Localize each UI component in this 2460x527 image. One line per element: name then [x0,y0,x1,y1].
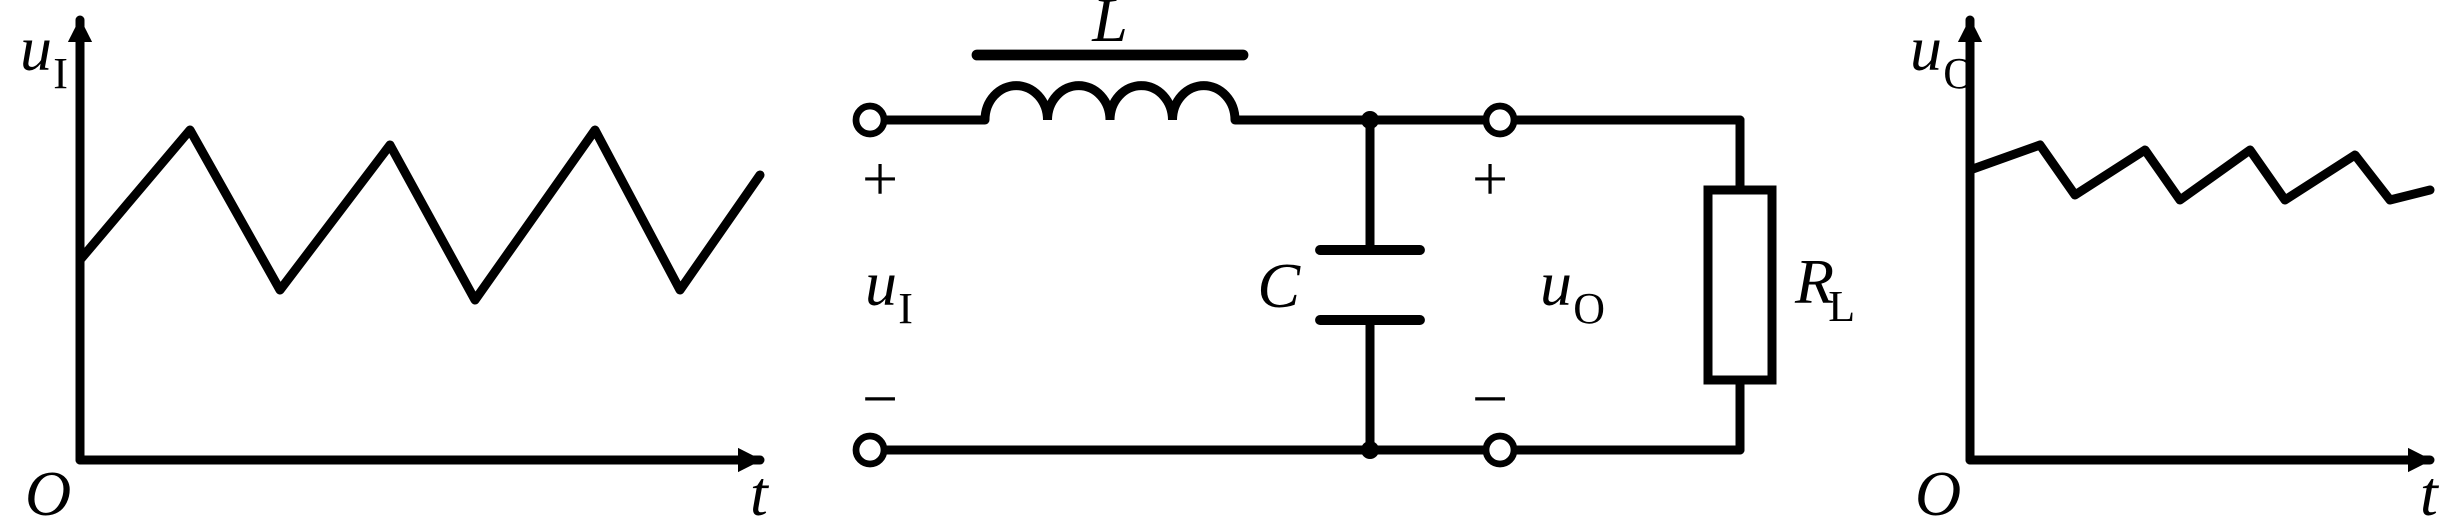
in-plus: + [862,143,898,214]
svg-text:I: I [53,49,68,98]
input-waveform [80,130,760,300]
input-x-axis-label: t [750,458,770,522]
output-origin-label: O [1915,458,1961,522]
svg-text:u: u [1910,13,1942,84]
uO-label: uO [1540,248,1605,333]
svg-text:O: O [1573,284,1605,333]
uI-label: uI [865,248,913,333]
output-x-axis-label: t [2420,458,2440,522]
out-plus: + [1472,143,1508,214]
resistor-label: RL [1794,246,1855,331]
svg-text:u: u [865,248,897,319]
input-y-axis-label: uI [20,13,68,98]
svg-text:u: u [1540,248,1572,319]
load-resistor [1708,190,1772,380]
input-origin-label: O [25,458,71,522]
inductor [985,86,1235,120]
svg-text:O: O [1943,49,1975,98]
capacitor-label: C [1257,250,1301,321]
figure-svg: uIOtLCRL+−uI+−uOuOOt [0,0,2460,522]
inductor-label: L [1091,0,1128,55]
svg-text:I: I [898,284,913,333]
output-waveform [1970,145,2430,200]
svg-text:u: u [20,13,52,84]
output-y-axis-label: uO [1910,13,1975,98]
svg-text:L: L [1828,282,1855,331]
out-minus: − [1472,363,1508,434]
in-minus: − [862,363,898,434]
